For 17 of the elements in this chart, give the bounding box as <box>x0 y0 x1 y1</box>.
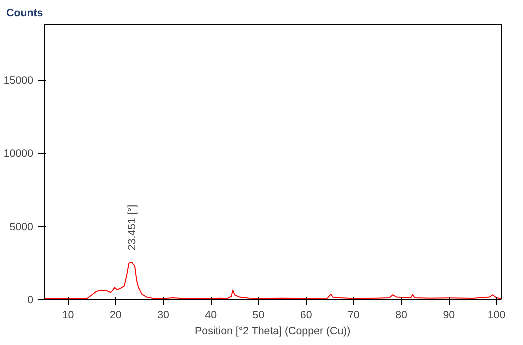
x-axis-title: Position [°2 Theta] (Copper (Cu)) <box>195 326 351 338</box>
x-tick-label: 50 <box>252 310 265 322</box>
x-tick-label: 20 <box>110 310 122 322</box>
y-tick-label: 15000 <box>4 75 34 88</box>
x-tick-label: 90 <box>443 310 456 322</box>
y-tick-label: 10000 <box>4 148 34 160</box>
x-tick-label: 10 <box>62 310 74 322</box>
x-tick-label: 40 <box>205 310 218 322</box>
annotation: 23.451 [°] <box>126 204 138 251</box>
x-tick-label: 60 <box>300 310 312 322</box>
y-axis-title: Counts <box>6 8 44 20</box>
y-tick-label: 0 <box>28 294 34 306</box>
x-tick-label: 30 <box>158 310 170 322</box>
x-tick-label: 70 <box>348 310 360 322</box>
y-tick-label: 5000 <box>10 221 34 234</box>
x-tick-label: 80 <box>396 310 408 322</box>
x-tick-label: 100 <box>488 310 506 322</box>
